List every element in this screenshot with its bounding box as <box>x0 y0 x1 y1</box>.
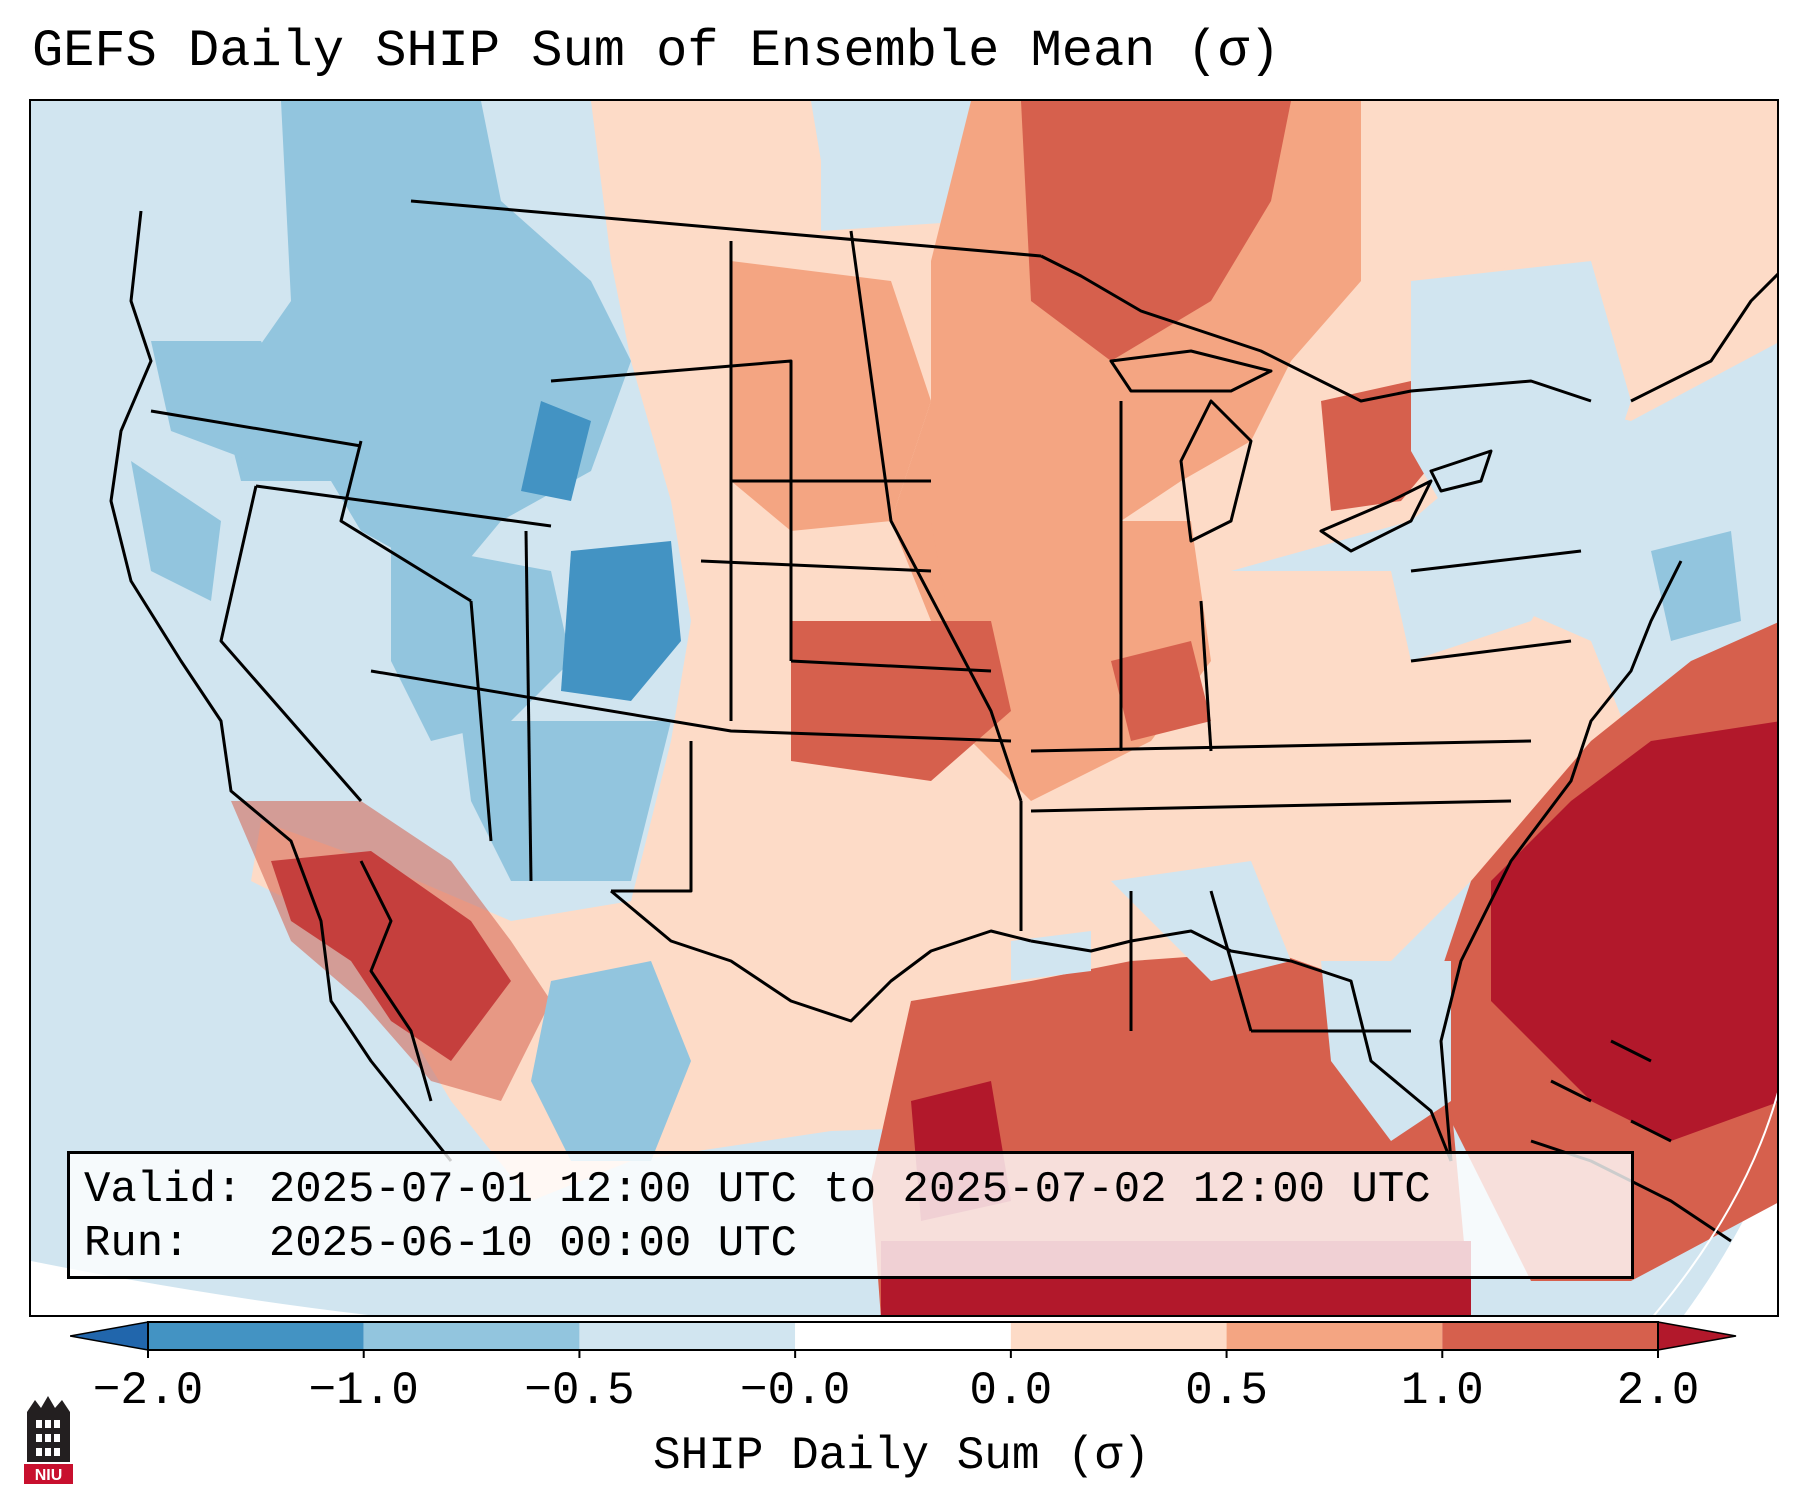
colorbar <box>70 1321 1737 1358</box>
coastlines-and-borders <box>109 199 1777 1243</box>
valid-run-infobox: Valid: 2025-07-01 12:00 UTC to 2025-07-0… <box>67 1151 1634 1279</box>
tennessee-north <box>1030 739 1532 753</box>
pennsylvania-north <box>1410 549 1582 573</box>
kansas-south <box>790 659 992 673</box>
nevada-utah-line <box>255 484 552 528</box>
projection-boundary <box>1653 1092 1777 1315</box>
colorbar-tick-label: 0.0 <box>969 1365 1053 1417</box>
texas-panhandle <box>611 741 693 893</box>
maritime-coast <box>1630 272 1777 403</box>
anomaly-map <box>31 101 1777 1315</box>
lake-michigan <box>1179 399 1253 543</box>
projection-edge-southeast <box>1683 1144 1777 1315</box>
colorbar-label: SHIP Daily Sum (σ) <box>653 1430 1150 1482</box>
pennsylvania-south <box>1410 639 1572 663</box>
colorbar-segment <box>363 1322 580 1350</box>
region-colorado-core <box>561 541 681 701</box>
valid-value: 2025-07-01 12:00 UTC to 2025-07-02 12:00… <box>268 1165 1431 1215</box>
colorbar-extend-low <box>70 1321 149 1351</box>
map-panel <box>29 99 1779 1317</box>
run-label: Run: <box>84 1219 190 1269</box>
logo-windows <box>36 1420 60 1456</box>
logo-text: NIU <box>35 1467 63 1484</box>
nebraska-south <box>700 559 932 573</box>
valid-label: Valid: <box>84 1165 243 1215</box>
colorbar-outline <box>147 1321 1659 1351</box>
idaho-borders <box>339 440 472 603</box>
texas-coast <box>610 889 1032 1023</box>
region-quebec <box>1451 101 1711 271</box>
run-value: 2025-06-10 00:00 UTC <box>268 1219 797 1269</box>
valid-line: Valid: 2025-07-01 12:00 UTC to 2025-07-0… <box>84 1163 1617 1217</box>
colorbar-tick-label: −0.0 <box>739 1365 851 1417</box>
region-offshore-blue <box>1651 531 1741 641</box>
colorbar-segment <box>579 1322 796 1350</box>
colorbar-extend-high <box>1657 1321 1737 1351</box>
wyoming-borders <box>550 359 793 661</box>
colorbar-segment <box>795 1322 1011 1350</box>
colorbar-tick-label: −2.0 <box>92 1365 204 1417</box>
alabama-georgia <box>1209 890 1253 1032</box>
us-canada-border-east <box>1040 254 1592 403</box>
projection-edge-south <box>31 1261 369 1315</box>
colorbar-tick-label: 1.0 <box>1400 1365 1484 1417</box>
region-wyoming-core <box>521 401 591 501</box>
logo-badge <box>24 1464 73 1484</box>
colorbar-tick-label: −0.5 <box>524 1365 635 1417</box>
region-northern-plains <box>731 261 931 531</box>
oregon-idaho-border <box>150 409 362 448</box>
region-illinois-core <box>1111 641 1211 741</box>
atlantic-coast <box>1439 560 1683 1162</box>
indiana-ohio <box>1199 600 1213 752</box>
region-northeast <box>1391 261 1631 661</box>
pacific-coastline <box>109 210 453 1162</box>
colorbar-segment <box>148 1322 364 1350</box>
baja-california <box>359 860 433 1102</box>
colorado-west-line <box>524 530 533 882</box>
run-line: Run: 2025-06-10 00:00 UTC <box>84 1217 1617 1271</box>
colorbar-tick-label: 0.5 <box>1185 1365 1268 1417</box>
region-atlantic-core <box>1491 721 1777 1141</box>
colorbar-tick-label: 2.0 <box>1616 1365 1700 1417</box>
lake-ontario <box>1429 449 1493 493</box>
region-nevada-patch <box>131 461 221 601</box>
region-louisiana-blue <box>1011 931 1091 981</box>
lake-erie <box>1319 479 1433 553</box>
region-alabama-blue <box>1111 861 1291 981</box>
region-north-dakota-canada <box>821 101 971 231</box>
dakotas-east-line <box>849 230 1023 802</box>
region-mexico-plateau <box>531 961 691 1161</box>
logo-tower <box>27 1396 70 1462</box>
bahamas <box>1550 1039 1672 1143</box>
region-kansas <box>791 621 1011 781</box>
region-oregon-patch <box>151 341 291 461</box>
figure-title: GEFS Daily SHIP Sum of Ensemble Mean (σ) <box>32 22 1281 81</box>
colorbar-segment <box>1442 1322 1658 1350</box>
colorbar-segment <box>1226 1322 1443 1350</box>
tennessee-south <box>1030 799 1512 813</box>
arizona-new-mexico-north-line <box>370 669 1012 743</box>
utah-arizona-line <box>469 600 493 842</box>
lake-superior <box>1109 349 1273 393</box>
gulf-coast <box>1030 929 1453 1162</box>
region-new-mexico <box>461 721 671 881</box>
niu-logo: NIU <box>24 1396 73 1484</box>
nevada-california-border <box>219 485 363 802</box>
region-florida-blue <box>1321 961 1451 1141</box>
colorbar-segment <box>1010 1322 1227 1350</box>
region-ontario-core <box>1021 101 1291 361</box>
region-southwest-margin <box>231 801 551 1101</box>
us-canada-border-west <box>410 199 1042 258</box>
colorbar-tick-label: −1.0 <box>308 1365 419 1417</box>
